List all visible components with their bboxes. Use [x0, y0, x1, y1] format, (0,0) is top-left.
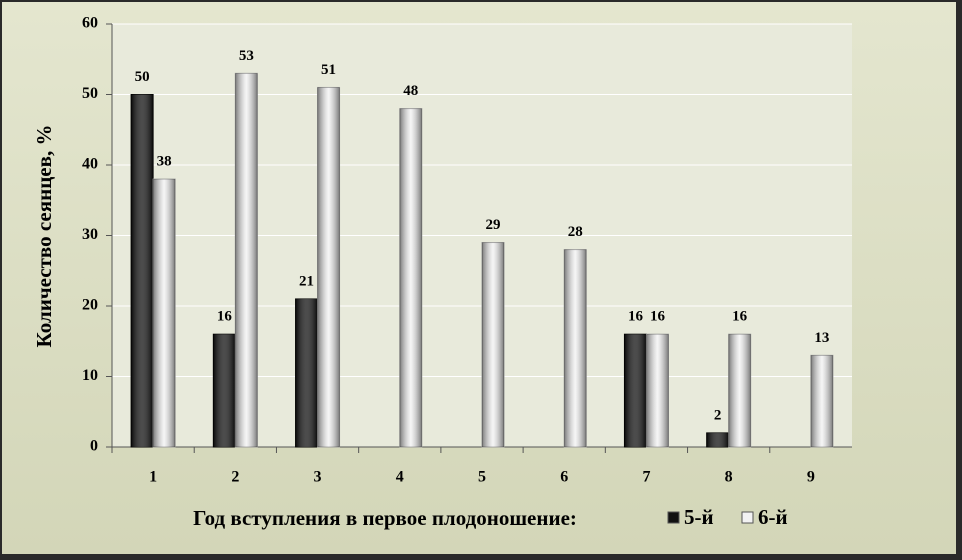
value-label: 53: [239, 48, 254, 64]
x-tick-label: 6: [560, 469, 568, 486]
y-tick-label: 30: [82, 226, 98, 243]
bar: [130, 94, 154, 448]
bar: [152, 178, 176, 448]
value-label: 50: [135, 69, 150, 85]
bar: [728, 333, 752, 448]
value-label: 38: [157, 154, 172, 170]
bar: [212, 333, 236, 448]
value-label: 16: [650, 309, 666, 325]
x-tick-label: 2: [231, 469, 239, 486]
value-label: 16: [217, 309, 233, 325]
bar: [810, 354, 834, 448]
value-label: 16: [628, 309, 644, 325]
value-label: 51: [321, 62, 336, 78]
bar: [295, 298, 319, 448]
value-label: 29: [486, 217, 501, 233]
y-tick-label: 50: [82, 85, 98, 102]
y-tick-label: 20: [82, 297, 98, 314]
bar: [563, 249, 587, 448]
x-tick-label: 9: [807, 469, 815, 486]
legend-label: 6-й: [758, 505, 788, 529]
bar: [399, 108, 423, 448]
x-tick-label: 3: [314, 469, 322, 486]
legend-label: 5-й: [684, 505, 714, 529]
bar: [706, 432, 730, 448]
y-tick-label: 40: [82, 156, 98, 173]
y-axis-title: Количество сеянцев, %: [32, 125, 56, 348]
x-tick-label: 4: [396, 469, 404, 486]
value-label: 21: [299, 273, 314, 289]
legend-swatch: [741, 511, 754, 524]
x-tick-label: 5: [478, 469, 486, 486]
x-tick-label: 7: [642, 469, 650, 486]
value-label: 2: [714, 407, 722, 423]
value-label: 48: [403, 83, 418, 99]
x-tick-label: 8: [725, 469, 733, 486]
bar: [623, 333, 647, 448]
value-label: 28: [568, 224, 583, 240]
y-tick-label: 10: [82, 367, 98, 384]
bar: [481, 242, 505, 448]
y-tick-label: 60: [82, 15, 98, 32]
x-axis-title: Год вступления в первое плодоношение:: [193, 506, 577, 530]
value-label: 13: [814, 330, 829, 346]
y-tick-label: 0: [90, 438, 98, 455]
bar: [317, 86, 341, 448]
value-label: 16: [732, 309, 748, 325]
x-tick-label: 1: [149, 469, 157, 486]
bar: [645, 333, 669, 448]
legend-swatch: [667, 511, 680, 524]
bar: [234, 72, 258, 448]
